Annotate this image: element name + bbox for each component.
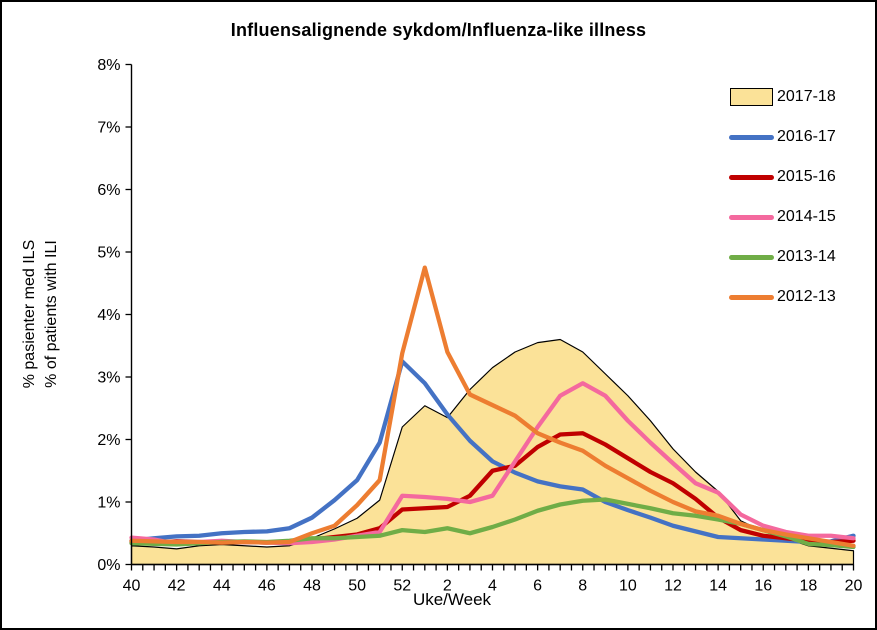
legend-item-2012-13: 2012-13 [729,277,874,317]
chart-title: Influensalignende sykdom/Influenza-like … [230,20,647,40]
x-tick-label: 18 [799,578,817,595]
x-tick-label: 6 [533,578,542,595]
legend-line-swatch-icon [729,134,774,140]
y-tick-label: 1% [97,495,120,512]
y-tick-label: 4% [97,307,120,324]
x-tick-label: 12 [664,578,682,595]
y-tick-label: 8% [97,57,120,74]
y-axis-title: % pasienter med ILS % of patients with I… [19,154,65,474]
x-tick-label: 46 [258,578,276,595]
x-axis-title: Uke/Week [412,590,492,609]
legend-swatch-2015-16 [729,174,774,180]
y-axis-title-line-1: % pasienter med ILS [21,239,38,389]
y-tick-label: 7% [97,120,120,137]
legend: 2017-18 2016-17 2015-16 2014-15 2013-14 2012-… [729,77,874,317]
legend-item-2014-15: 2014-15 [729,197,874,237]
legend-line-swatch-icon [729,294,774,300]
legend-line-swatch-icon [729,174,774,180]
legend-swatch-2014-15 [729,214,774,220]
y-tick-label: 3% [97,370,120,387]
x-tick-label: 48 [303,578,321,595]
legend-area-swatch-icon [729,88,774,106]
legend-item-2015-16: 2015-16 [729,157,874,197]
legend-label-2017-18: 2017-18 [777,88,836,105]
series-line-2012-13 [129,265,856,548]
legend-swatch-2017-18 [730,88,773,106]
x-tick-label: 14 [709,578,727,595]
legend-swatch-2013-14 [729,254,774,260]
x-tick-label: 40 [123,578,141,595]
x-tick-label: 2 [443,578,452,595]
legend-swatch-2012-13 [729,294,774,300]
y-tick-label: 5% [97,245,120,262]
x-tick-label: 8 [578,578,587,595]
y-tick-label: 0% [97,557,120,574]
legend-line-swatch-icon [729,214,774,220]
y-axis-title-line-2: % of patients with ILI [42,240,60,388]
legend-item-2016-17: 2016-17 [729,117,874,157]
legend-label-2016-17: 2016-17 [777,128,836,145]
x-tick-label: 16 [754,578,772,595]
legend-label-2012-13: 2012-13 [777,288,836,305]
legend-swatch-2016-17 [729,134,774,140]
legend-line-swatch-icon [729,254,774,260]
x-tick-label: 20 [845,578,863,595]
legend-item-2017-18: 2017-18 [729,77,874,117]
x-tick-label: 44 [213,578,231,595]
x-tick-label: 10 [619,578,637,595]
x-tick-label: 4 [488,578,497,595]
x-tick-label: 52 [393,578,411,595]
series-line-2016-17 [129,359,856,545]
y-tick-label: 6% [97,182,120,199]
y-tick-label: 2% [97,432,120,449]
legend-label-2014-15: 2014-15 [777,208,836,225]
legend-label-2013-14: 2013-14 [777,248,836,265]
legend-item-2013-14: 2013-14 [729,237,874,277]
x-tick-label: 50 [348,578,366,595]
x-tick-label: 42 [168,578,186,595]
legend-label-2015-16: 2015-16 [777,168,836,185]
